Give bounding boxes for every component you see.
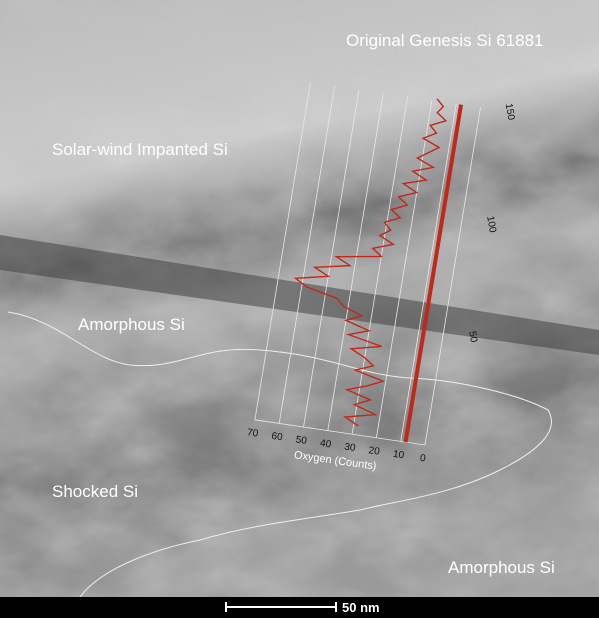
x-tick-label: 30 — [344, 442, 357, 455]
scale-bar-label: 50 nm — [342, 600, 380, 615]
region-label: Solar-wind Impanted Si — [52, 140, 228, 159]
x-tick-label: 10 — [392, 449, 405, 462]
x-tick-label: 40 — [319, 438, 332, 451]
region-label: Amorphous Si — [448, 558, 555, 577]
region-label: Shocked Si — [52, 482, 138, 501]
image-title: Original Genesis Si 61881 — [346, 31, 544, 50]
micrograph: Original Genesis Si 61881 Solar-wind Imp… — [0, 0, 599, 618]
x-tick-label: 50 — [295, 434, 308, 447]
x-tick-label: 70 — [246, 427, 259, 440]
x-tick-label: 60 — [271, 431, 284, 444]
x-tick-label: 20 — [368, 445, 381, 458]
region-label: Amorphous Si — [78, 315, 185, 334]
